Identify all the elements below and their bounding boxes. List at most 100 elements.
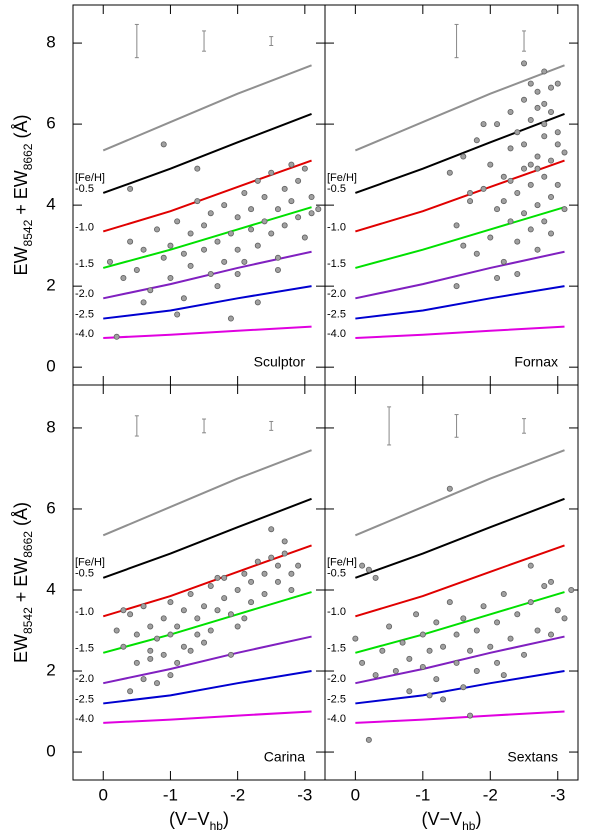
data-point [541,68,548,75]
data-point [507,108,514,115]
data-point [446,485,453,492]
x-tick-label: -2 [483,785,498,804]
data-point [234,214,241,221]
data-point [392,668,399,675]
y-tick-label: 6 [46,114,55,133]
y-axis-label-part: 8662 [21,143,35,170]
x-axis-label-part: hb [462,819,476,833]
data-point [568,586,575,593]
data-point [227,651,234,658]
data-point [548,157,555,164]
data-point [487,234,494,241]
data-point [352,635,359,642]
data-point [288,198,295,205]
data-point [372,672,379,679]
line-label: -2.5 [327,693,346,705]
metallicity-line [103,635,312,685]
data-point [133,631,140,638]
y-axis-label: EW8542 + EW8662 (Å) [11,115,35,276]
data-point [548,631,555,638]
data-point [541,133,548,140]
line-label: -2.0 [327,288,346,300]
data-point [248,599,255,606]
y-tick-label: 2 [46,661,55,680]
data-point [467,712,474,719]
data-point [194,198,201,205]
data-point [288,161,295,168]
metallicity-line [102,497,312,579]
data-point [460,615,467,622]
data-point [261,570,268,577]
data-point [221,574,228,581]
x-axis-label-part: hb [210,819,224,833]
metallicity-line [355,206,565,269]
metallicity-line [103,250,312,300]
data-point [268,554,275,561]
data-point [241,570,248,577]
line-label: -1.5 [327,258,346,270]
data-point [281,550,288,557]
data-point [365,736,372,743]
data-point [541,121,548,128]
data-point [288,570,295,577]
error-bar [387,406,392,446]
metallicity-line [355,325,565,340]
y-axis-label-part: 8542 [21,607,35,634]
metallicity-line [102,113,312,194]
line-label: -0.5 [327,183,346,195]
data-point [167,275,174,282]
metallicity-line [355,113,565,194]
data-point [234,623,241,630]
error-bar [454,414,459,438]
line-label: -4.0 [327,328,346,340]
data-point [507,177,514,184]
data-point [426,647,433,654]
data-point [153,680,160,687]
line-label: -4.0 [75,328,94,340]
data-point [140,676,147,683]
data-point [281,185,288,192]
data-point [453,222,460,229]
line-label: -1.0 [327,221,346,233]
metallicity-line [102,206,312,269]
error-bar [522,418,527,434]
y-axis-label-part: EW [11,634,31,663]
data-point [167,672,174,679]
data-point [473,627,480,634]
data-point [174,623,181,630]
data-point [120,607,127,614]
data-point [494,619,501,626]
data-point [160,254,167,261]
metallicity-line [355,710,565,724]
data-point [254,242,261,249]
error-bar [269,36,274,47]
data-point [359,562,366,569]
line-header: [Fe/H] [327,557,357,569]
data-point [201,639,208,646]
data-point [494,275,501,282]
data-point [453,659,460,666]
data-point [433,676,440,683]
metallicity-line [355,670,565,705]
data-point [241,615,248,622]
data-point [500,198,507,205]
line-label: -1.5 [75,643,94,655]
data-point [473,137,480,144]
data-point [521,141,528,148]
data-point [167,631,174,638]
data-point [254,177,261,184]
error-bar [522,30,527,52]
data-point [467,198,474,205]
data-point [221,595,228,602]
data-point [406,655,413,662]
data-point [480,121,487,128]
data-point [234,586,241,593]
data-point [174,311,181,318]
data-point [494,121,501,128]
data-point [160,651,167,658]
panel-frame [72,384,326,781]
data-point [214,238,221,245]
x-axis-label-part: (V−V [422,809,463,829]
data-point [308,210,315,217]
data-point [541,218,548,225]
